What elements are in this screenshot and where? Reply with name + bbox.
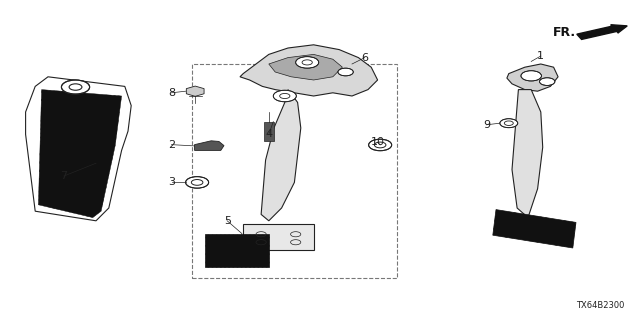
Text: 8: 8 <box>168 88 175 98</box>
Polygon shape <box>195 141 224 150</box>
Text: FR.: FR. <box>553 26 576 39</box>
Polygon shape <box>512 90 543 218</box>
Text: 2: 2 <box>168 140 175 150</box>
Circle shape <box>500 119 518 128</box>
Bar <box>192 64 397 278</box>
Polygon shape <box>26 77 131 221</box>
Text: 10: 10 <box>371 137 385 148</box>
Polygon shape <box>493 210 576 248</box>
Polygon shape <box>243 224 314 250</box>
Polygon shape <box>261 90 301 221</box>
Polygon shape <box>186 86 204 96</box>
Circle shape <box>369 139 392 151</box>
Polygon shape <box>264 122 274 141</box>
Polygon shape <box>507 64 558 91</box>
Polygon shape <box>240 45 378 96</box>
Text: 1: 1 <box>538 51 544 61</box>
Text: TX64B2300: TX64B2300 <box>575 301 624 310</box>
Text: 7: 7 <box>60 171 68 181</box>
Circle shape <box>521 71 541 81</box>
Text: 4: 4 <box>265 129 273 140</box>
Circle shape <box>61 80 90 94</box>
Circle shape <box>338 68 353 76</box>
Polygon shape <box>205 234 269 267</box>
Text: 5: 5 <box>224 216 230 226</box>
Circle shape <box>186 177 209 188</box>
Circle shape <box>540 78 555 85</box>
Polygon shape <box>269 54 342 80</box>
Polygon shape <box>38 90 122 218</box>
Text: 6: 6 <box>362 52 368 63</box>
Text: 9: 9 <box>483 120 490 130</box>
Text: 3: 3 <box>168 177 175 188</box>
Circle shape <box>273 90 296 102</box>
FancyArrow shape <box>577 25 627 39</box>
Circle shape <box>296 57 319 68</box>
